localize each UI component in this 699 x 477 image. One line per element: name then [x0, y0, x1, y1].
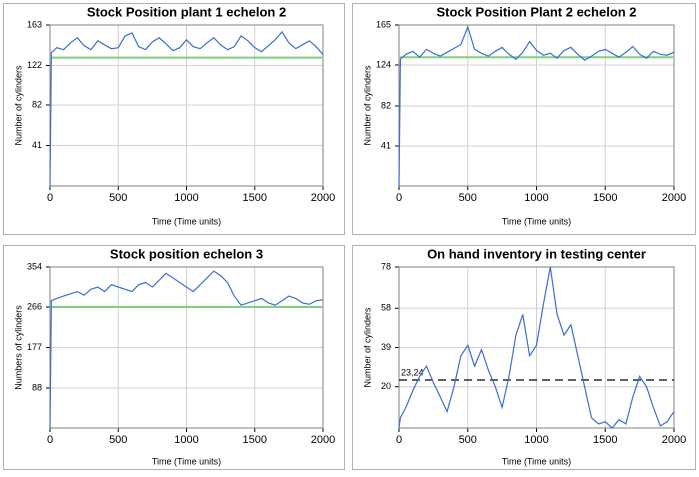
y-tick-label: 163 [27, 19, 42, 29]
y-tick-label: 122 [27, 60, 42, 70]
x-tick-label: 0 [47, 434, 53, 446]
y-tick-label: 82 [381, 100, 391, 110]
y-tick-label: 88 [32, 382, 42, 392]
chart-title: Stock position echelon 3 [110, 246, 263, 261]
y-tick-label: 124 [376, 59, 391, 69]
y-tick-label: 58 [381, 303, 391, 313]
plot-frame [49, 24, 324, 187]
plot-frame [398, 266, 675, 429]
x-axis-label: Time (Time units) [152, 456, 221, 466]
x-axis-label: Time (Time units) [152, 216, 221, 226]
x-tick-label: 500 [109, 434, 127, 446]
x-tick-label: 1500 [593, 434, 617, 446]
x-axis-label: Time (Time units) [502, 216, 571, 226]
x-tick-label: 1500 [243, 434, 267, 446]
chart-title: Stock Position plant 1 echelon 2 [87, 4, 286, 19]
y-axis-label: Number of cylinders [13, 65, 23, 146]
panel [3, 3, 345, 235]
x-tick-label: 0 [47, 192, 53, 204]
x-tick-label: 0 [396, 434, 402, 446]
panel [352, 3, 696, 235]
y-axis-label: Number of cylinders [362, 307, 372, 388]
x-tick-label: 500 [109, 192, 127, 204]
y-tick-label: 39 [381, 342, 391, 352]
data-line [49, 30, 324, 187]
y-tick-label: 78 [381, 261, 391, 271]
x-tick-label: 1500 [593, 192, 617, 204]
x-tick-label: 1000 [174, 192, 198, 204]
x-tick-label: 1500 [243, 192, 267, 204]
x-tick-label: 0 [396, 192, 402, 204]
x-tick-label: 1000 [524, 434, 548, 446]
y-tick-label: 20 [381, 381, 391, 391]
plot-frame [49, 266, 324, 429]
plot-frame [398, 24, 675, 187]
y-tick-label: 41 [381, 140, 391, 150]
y-tick-label: 165 [376, 19, 391, 29]
x-axis-label: Time (Time units) [502, 456, 571, 466]
x-tick-label: 2000 [662, 192, 686, 204]
y-tick-label: 266 [27, 301, 42, 311]
chart-title: On hand inventory in testing center [427, 246, 646, 261]
data-line [49, 270, 324, 429]
panel [3, 245, 345, 470]
data-line [398, 25, 675, 187]
x-tick-label: 500 [459, 192, 477, 204]
x-tick-label: 2000 [311, 192, 335, 204]
chart-title: Stock Position Plant 2 echelon 2 [436, 4, 636, 19]
y-tick-label: 177 [27, 342, 42, 352]
reference-label: 23,24 [401, 367, 424, 377]
x-tick-label: 500 [459, 434, 477, 446]
panel [352, 245, 696, 470]
x-tick-label: 1000 [524, 192, 548, 204]
y-tick-label: 82 [32, 99, 42, 109]
y-tick-label: 41 [32, 140, 42, 150]
x-tick-label: 2000 [662, 434, 686, 446]
x-tick-label: 1000 [174, 434, 198, 446]
y-axis-label: Number of cylinders [362, 65, 372, 146]
y-axis-label: Numbers of cylinders [13, 305, 23, 390]
y-tick-label: 354 [27, 261, 42, 271]
data-line [398, 266, 675, 429]
x-tick-label: 2000 [311, 434, 335, 446]
